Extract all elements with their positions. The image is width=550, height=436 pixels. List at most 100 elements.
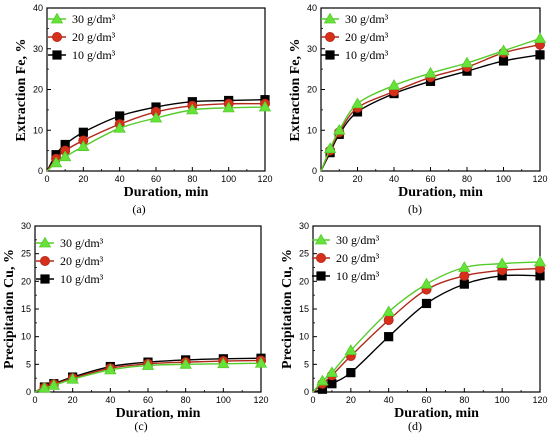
data-point (222, 101, 235, 113)
x-tick-label: 0 (32, 395, 37, 405)
data-point (382, 305, 395, 317)
x-tick-label: 80 (181, 395, 191, 405)
legend-label: 30 g/dm³ (345, 12, 389, 26)
x-tick-label: 100 (216, 395, 231, 405)
x-tick-label: 100 (496, 174, 511, 184)
legend-label: 20 g/dm³ (345, 30, 389, 44)
data-point (49, 156, 63, 168)
x-axis-title: Duration, min (394, 406, 479, 421)
y-tick-label: 0 (312, 166, 317, 176)
legend-marker (52, 50, 62, 60)
y-tick-label: 0 (304, 387, 309, 397)
y-tick-label: 40 (307, 3, 317, 13)
legend-marker (38, 236, 52, 248)
chart-panel-c: 0 20 40 60 80 100 120 0 5 10 15 20 25 30 Duration, min… (2, 221, 269, 433)
legend-label: 10 g/dm³ (336, 269, 380, 283)
x-tick-label: 80 (459, 395, 469, 405)
y-tick-label: 25 (299, 249, 309, 259)
data-point (421, 298, 432, 309)
y-tick-label: 30 (307, 44, 317, 54)
data-point (58, 150, 72, 162)
x-tick-label: 60 (151, 174, 161, 184)
x-axis-title: Duration, min (398, 185, 483, 200)
legend-label: 10 g/dm³ (72, 48, 116, 62)
data-point (78, 127, 88, 137)
legend-marker (40, 274, 50, 284)
y-tick-label: 0 (26, 387, 31, 397)
legend-marker (50, 12, 64, 24)
data-point (327, 379, 337, 389)
data-point (104, 363, 117, 375)
y-tick-label: 0 (38, 166, 43, 176)
data-point (497, 44, 510, 56)
data-point (458, 261, 471, 272)
panel-label: (c) (134, 419, 147, 433)
panel-label: (a) (132, 202, 145, 216)
data-point (186, 103, 199, 115)
x-tick-label: 60 (143, 395, 153, 405)
legend-label: 20 g/dm³ (60, 254, 104, 268)
y-tick-label: 40 (33, 3, 43, 13)
legend-label: 20 g/dm³ (72, 30, 116, 44)
x-tick-label: 80 (462, 174, 472, 184)
data-point (325, 366, 339, 378)
x-tick-label: 80 (187, 174, 197, 184)
data-point (351, 97, 364, 109)
data-point (323, 142, 337, 153)
x-tick-label: 0 (44, 174, 49, 184)
data-point (495, 257, 509, 269)
data-point (498, 56, 509, 66)
y-axis-title: Precipitation Cu, % (280, 249, 295, 369)
data-point (535, 50, 545, 60)
y-tick-label: 20 (299, 276, 309, 286)
data-point (383, 315, 394, 326)
data-point (149, 111, 163, 123)
y-tick-label: 15 (21, 304, 31, 314)
y-tick-label: 15 (299, 304, 309, 314)
y-tick-label: 30 (299, 221, 309, 231)
data-point (47, 379, 61, 390)
x-tick-label: 20 (352, 174, 362, 184)
data-point (533, 255, 547, 267)
y-tick-label: 10 (307, 125, 317, 135)
legend-marker (315, 252, 326, 263)
panel-label: (d) (408, 419, 422, 433)
x-tick-label: 60 (425, 174, 435, 184)
y-tick-label: 5 (26, 359, 31, 369)
legend-label: 20 g/dm³ (336, 251, 380, 265)
y-axis-title: Extraction Fe, % (288, 38, 303, 141)
data-point (420, 277, 433, 289)
data-point (460, 56, 474, 68)
data-point (333, 123, 346, 135)
y-axis-title: Extraction Fe, % (14, 38, 29, 141)
data-point (66, 372, 79, 384)
data-point (141, 359, 155, 370)
data-point (533, 32, 547, 43)
x-tick-label: 20 (346, 395, 356, 405)
legend-marker (324, 32, 335, 43)
data-point (258, 100, 272, 112)
legend-marker (52, 32, 63, 43)
y-tick-label: 20 (33, 85, 43, 95)
x-axis-title: Duration, min (116, 406, 201, 421)
chart-panel-d: 0 20 40 60 80 100 120 0 5 10 15 20 25 30 Duration, min… (280, 221, 548, 433)
y-tick-label: 10 (299, 332, 309, 342)
x-tick-label: 40 (389, 174, 399, 184)
data-point (77, 140, 90, 151)
data-point (346, 368, 356, 378)
legend-marker (316, 271, 326, 281)
legend-label: 10 g/dm³ (60, 272, 104, 286)
data-point (384, 332, 394, 342)
legend-marker (325, 50, 335, 60)
y-tick-label: 30 (33, 44, 43, 54)
data-point (115, 111, 125, 121)
data-point (344, 344, 358, 355)
data-point (38, 381, 51, 393)
x-tick-label: 120 (532, 395, 547, 405)
x-tick-label: 120 (257, 174, 272, 184)
legend-marker (323, 12, 337, 24)
x-tick-label: 0 (318, 174, 323, 184)
